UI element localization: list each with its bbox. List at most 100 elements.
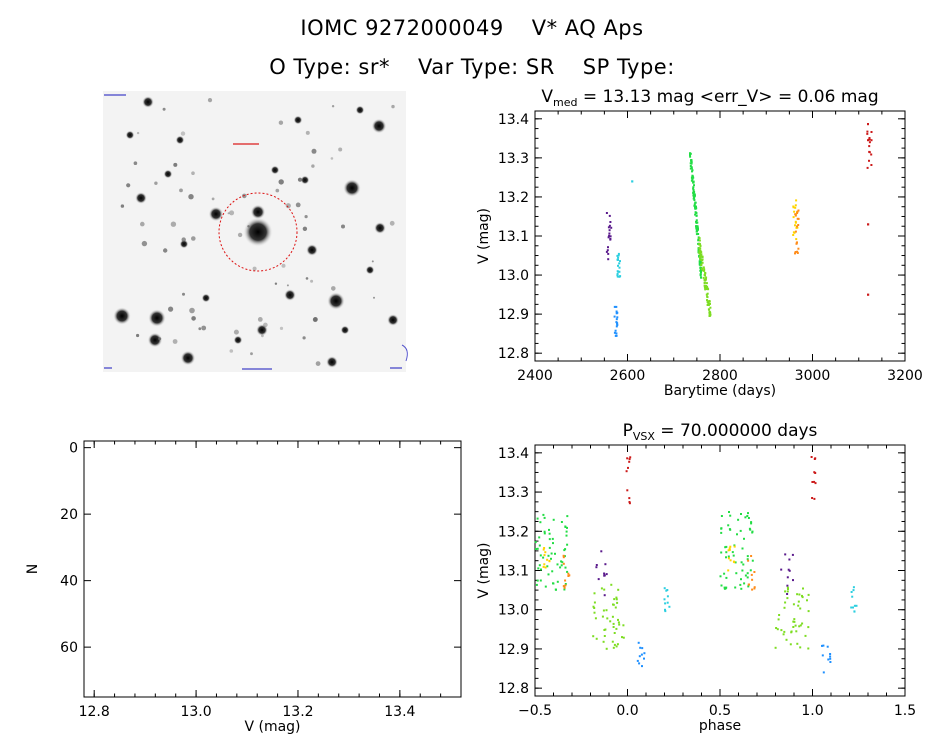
lc-point	[607, 246, 609, 249]
ph-point	[601, 615, 604, 618]
lc-point	[689, 152, 692, 155]
faint-star-10	[233, 329, 239, 335]
lc-point	[616, 316, 619, 319]
ph-point	[724, 546, 727, 549]
orient-marker-2	[390, 367, 402, 369]
ph-point	[747, 585, 750, 588]
lc-point	[796, 250, 799, 253]
ph-point	[793, 618, 796, 621]
lc-point	[613, 305, 616, 308]
ph-point	[734, 561, 737, 564]
ph-point	[737, 518, 740, 521]
faint-star-9	[389, 220, 395, 226]
ph-point	[543, 547, 546, 549]
lc-point	[870, 139, 873, 142]
ph-point	[782, 633, 785, 636]
faint-star-67	[126, 183, 131, 188]
faint-star-42	[170, 221, 177, 227]
ph-point	[600, 587, 603, 590]
ph-point	[725, 545, 728, 548]
hist-ytick-label: 60	[60, 640, 78, 656]
ph-point	[542, 548, 545, 551]
faint-star-20	[250, 352, 253, 356]
ph-point	[548, 528, 550, 531]
faint-star-61	[261, 334, 264, 338]
ph-point	[564, 579, 567, 582]
star-17	[256, 324, 268, 336]
ph-point	[638, 655, 641, 658]
ph-point	[560, 564, 563, 567]
ph-point	[739, 529, 742, 532]
lc-point	[701, 258, 704, 261]
ph-point	[536, 547, 539, 550]
lc-point	[690, 179, 693, 182]
ph-point	[564, 566, 567, 569]
lc-point	[617, 252, 620, 255]
ph-point	[592, 605, 595, 608]
star-19	[306, 244, 318, 256]
lc-point	[695, 226, 698, 229]
ph-point	[617, 621, 620, 624]
ph-point	[733, 561, 736, 564]
survey-marker	[104, 94, 126, 96]
ph-point	[617, 618, 619, 621]
lc-point	[608, 232, 611, 235]
star-8	[180, 350, 196, 366]
ph-point	[810, 456, 813, 458]
lc-point	[709, 302, 711, 305]
ph-point	[534, 541, 537, 544]
ph-point	[564, 526, 567, 528]
ph-point	[720, 531, 723, 534]
ph-point	[613, 598, 616, 601]
ph-point	[628, 501, 631, 503]
lc-point	[708, 300, 711, 302]
lc-point	[616, 254, 619, 257]
faint-star-15	[180, 131, 186, 136]
star-1	[250, 204, 266, 220]
ph-point	[566, 570, 569, 573]
ph-point	[791, 553, 794, 556]
star-20	[179, 239, 189, 249]
lc-point	[796, 225, 798, 228]
ph-point	[597, 578, 600, 581]
ph-point	[538, 544, 541, 547]
lc-point	[615, 334, 618, 337]
star-12	[135, 192, 147, 204]
lc-point	[709, 306, 712, 309]
ph-point	[788, 569, 791, 572]
header-line-2: O Type: sr* Var Type: SR SP Type:	[0, 55, 944, 79]
ph-point	[744, 516, 747, 519]
ph-point	[853, 604, 856, 607]
ph-point	[733, 544, 736, 547]
faint-star-6	[188, 194, 194, 200]
lc-point	[610, 226, 613, 229]
lc-point	[794, 214, 797, 217]
ph-point	[794, 624, 797, 627]
lc-point	[697, 242, 700, 245]
ph-ytick-label: 13.4	[498, 446, 529, 462]
ph-point	[723, 586, 726, 589]
faint-star-1	[305, 277, 309, 280]
lc-point	[703, 273, 706, 276]
ph-point	[548, 546, 551, 549]
lc-point	[867, 139, 869, 142]
lc-point	[691, 174, 694, 177]
ph-point	[747, 517, 750, 519]
ph-point	[605, 609, 608, 612]
lc-point	[696, 228, 699, 231]
faint-star-63	[201, 325, 207, 331]
lc-point	[699, 261, 702, 263]
faint-star-33	[305, 130, 310, 135]
ph-point	[543, 563, 546, 566]
hist-ytick-label: 20	[60, 507, 78, 523]
ph-point	[616, 601, 619, 604]
lc-point	[700, 271, 702, 274]
ph-point	[801, 594, 803, 597]
ph-point	[641, 647, 644, 650]
ph-point	[749, 569, 752, 572]
faint-star-14	[229, 349, 234, 353]
ph-point	[743, 582, 746, 585]
ph-point	[746, 515, 749, 517]
lc-point	[617, 256, 620, 259]
